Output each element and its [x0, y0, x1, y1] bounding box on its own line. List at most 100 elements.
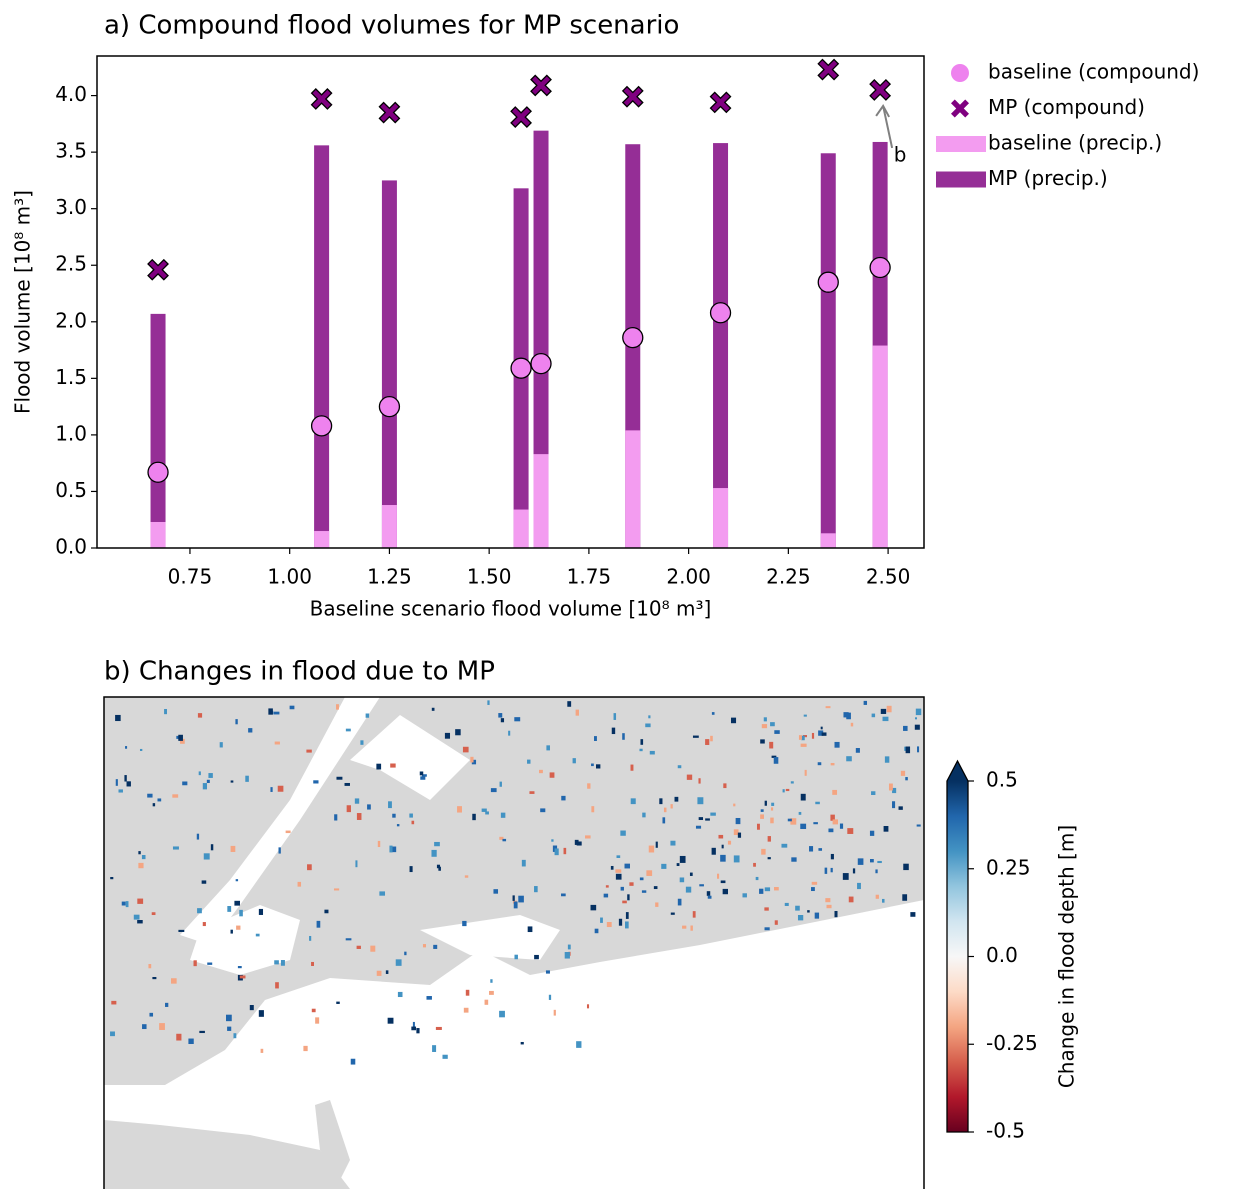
- map-pixel: [839, 823, 844, 829]
- map-pixel: [620, 886, 624, 891]
- map-pixel: [235, 879, 239, 882]
- map-pixel: [208, 773, 213, 778]
- map-pixel: [791, 857, 797, 862]
- y-tick-label: 0.5: [55, 478, 87, 502]
- map-pixel: [485, 811, 489, 815]
- map-pixel: [886, 705, 892, 713]
- map-pixel: [534, 886, 538, 893]
- colorbar-label: Change in flood depth [m]: [1055, 825, 1079, 1088]
- bay: [350, 715, 470, 800]
- map-pixel: [554, 848, 559, 856]
- map-pixel: [815, 801, 820, 805]
- map-pixel: [207, 962, 213, 965]
- map-pixel: [842, 873, 849, 880]
- map-pixel: [360, 740, 364, 745]
- map-pixel: [376, 970, 382, 976]
- map-pixel: [781, 843, 788, 848]
- map-pixel: [138, 862, 144, 869]
- map-pixel: [649, 750, 655, 755]
- map-pixel: [139, 748, 143, 751]
- map-pixel: [825, 706, 831, 709]
- map-pixel: [682, 925, 687, 929]
- map-pixel: [620, 830, 626, 836]
- map-pixel: [771, 755, 777, 758]
- map-pixel: [121, 901, 126, 906]
- map-pixel: [388, 801, 392, 809]
- colorbar-tick-label: 0.5: [986, 768, 1018, 792]
- legend-swatch: [951, 99, 969, 118]
- map-pixel: [230, 845, 236, 852]
- map-pixel: [539, 769, 543, 774]
- y-tick-label: 1.5: [55, 365, 87, 389]
- y-tick-label: 0.0: [55, 535, 87, 559]
- map-pixel: [764, 887, 771, 892]
- map-pixel: [915, 708, 922, 716]
- map-pixel: [311, 1008, 316, 1013]
- map-pixel: [493, 889, 499, 894]
- map-pixel: [152, 976, 157, 980]
- map-pixel: [880, 708, 887, 714]
- map-pixel: [334, 814, 338, 821]
- map-pixel: [545, 970, 550, 974]
- map-pixel: [721, 844, 724, 849]
- map-pixel: [336, 704, 339, 710]
- map-pixel: [549, 772, 555, 778]
- map-pixel: [595, 764, 601, 769]
- map-pixel: [115, 714, 121, 722]
- map-pixel: [126, 781, 131, 787]
- map-pixel: [444, 732, 451, 739]
- map-pixel: [610, 865, 614, 870]
- map-pixel: [916, 824, 921, 827]
- map-pixel: [698, 817, 704, 821]
- map-pixel: [753, 862, 756, 867]
- circle-marker: [310, 415, 333, 437]
- map-pixel: [142, 1024, 147, 1030]
- map-pixel: [412, 1021, 415, 1029]
- bar: [150, 521, 166, 548]
- map-pixel: [600, 917, 603, 923]
- map-pixel: [171, 978, 177, 984]
- map-pixel: [773, 757, 779, 764]
- map-pixel: [707, 895, 712, 899]
- map-pixel: [639, 748, 643, 752]
- map-pixel: [662, 817, 666, 824]
- map-pixel: [642, 812, 646, 818]
- map-pixel: [463, 1007, 469, 1013]
- map-pixel: [202, 922, 206, 927]
- map-pixel: [804, 769, 807, 776]
- map-pixel: [710, 735, 713, 742]
- map-pixel: [336, 1001, 340, 1004]
- map-pixel: [625, 921, 629, 929]
- map-pixel: [203, 853, 210, 860]
- map-pixel: [624, 863, 630, 869]
- map-pixel: [345, 728, 351, 732]
- map-pixel: [313, 780, 319, 784]
- map-pixel: [720, 854, 726, 862]
- map-pixel: [433, 944, 438, 949]
- map-pixel: [914, 724, 920, 730]
- map-pixel: [396, 824, 400, 827]
- map-pixel: [563, 847, 567, 855]
- colorbar-tick-label: 0.25: [986, 855, 1031, 879]
- map-pixel: [910, 912, 916, 917]
- map-pixel: [892, 801, 896, 809]
- map-pixel: [395, 959, 402, 966]
- map-pixel: [830, 867, 833, 873]
- map-pixel: [199, 1030, 205, 1034]
- map-pixel: [764, 927, 770, 931]
- map-pixel: [727, 840, 732, 845]
- map-pixel: [227, 906, 232, 912]
- map-pixel: [201, 880, 207, 884]
- map-pixel: [149, 1012, 154, 1017]
- annotation-arrow: [875, 104, 894, 149]
- map-pixel: [761, 724, 768, 729]
- map-pixel: [663, 807, 667, 813]
- map-pixel: [527, 759, 531, 764]
- legend-swatch: [936, 171, 986, 188]
- map-pixel: [807, 910, 810, 913]
- map-pixel: [255, 933, 260, 937]
- map-pixel: [760, 739, 765, 744]
- chart-title: a) Compound flood volumes for MP scenari…: [104, 11, 679, 41]
- map-pixel: [830, 814, 835, 821]
- map-pixel: [356, 945, 361, 949]
